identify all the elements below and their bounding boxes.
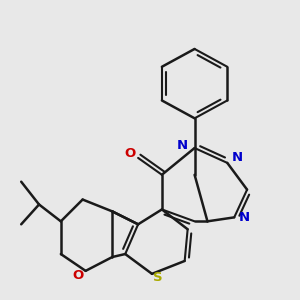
- Text: N: N: [232, 152, 243, 164]
- Text: N: N: [177, 139, 188, 152]
- Text: S: S: [153, 271, 163, 284]
- Text: N: N: [238, 211, 250, 224]
- Text: O: O: [72, 269, 83, 282]
- Text: O: O: [124, 148, 136, 160]
